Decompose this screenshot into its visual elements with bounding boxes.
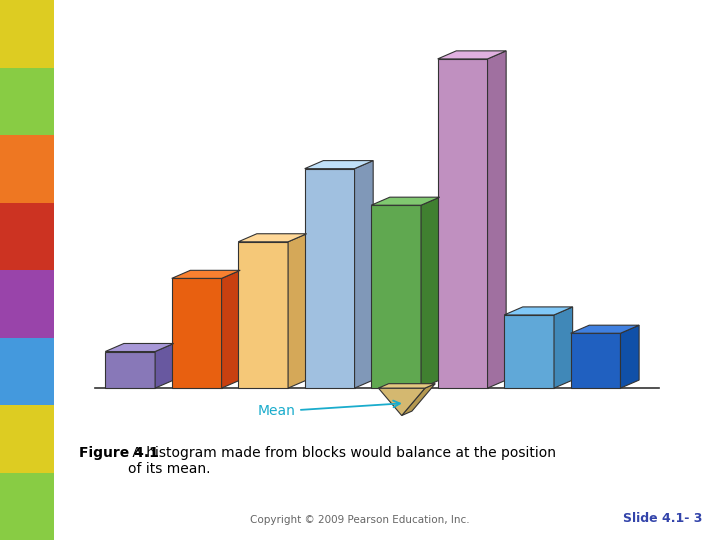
Polygon shape <box>105 343 174 352</box>
Polygon shape <box>105 352 155 388</box>
Polygon shape <box>571 325 639 333</box>
Polygon shape <box>288 234 307 388</box>
Bar <box>0 338 54 405</box>
Polygon shape <box>372 205 421 388</box>
Polygon shape <box>438 51 506 59</box>
Polygon shape <box>305 168 354 388</box>
Bar <box>0 135 54 202</box>
Text: Figure 4.1: Figure 4.1 <box>79 446 159 460</box>
Bar <box>0 270 54 338</box>
Polygon shape <box>554 307 572 388</box>
Polygon shape <box>238 234 307 242</box>
Polygon shape <box>238 242 288 388</box>
Polygon shape <box>504 315 554 388</box>
Polygon shape <box>504 307 572 315</box>
Polygon shape <box>379 384 435 388</box>
Polygon shape <box>222 271 240 388</box>
Text: A histogram made from blocks would balance at the position
of its mean.: A histogram made from blocks would balan… <box>128 446 556 476</box>
Polygon shape <box>421 197 440 388</box>
Polygon shape <box>571 333 621 388</box>
Bar <box>0 472 54 540</box>
Polygon shape <box>172 279 222 388</box>
Bar <box>0 68 54 135</box>
Text: Slide 4.1- 3: Slide 4.1- 3 <box>623 512 702 525</box>
Bar <box>0 0 54 68</box>
Polygon shape <box>354 160 373 388</box>
Polygon shape <box>372 197 440 205</box>
Polygon shape <box>621 325 639 388</box>
Polygon shape <box>305 160 373 168</box>
Polygon shape <box>438 59 487 388</box>
Text: Copyright © 2009 Pearson Education, Inc.: Copyright © 2009 Pearson Education, Inc. <box>250 515 470 525</box>
Bar <box>0 202 54 270</box>
Polygon shape <box>379 388 425 416</box>
Polygon shape <box>402 384 435 416</box>
Polygon shape <box>487 51 506 388</box>
Bar <box>0 405 54 472</box>
Polygon shape <box>172 271 240 279</box>
Polygon shape <box>155 343 174 388</box>
Text: Mean: Mean <box>258 401 400 418</box>
